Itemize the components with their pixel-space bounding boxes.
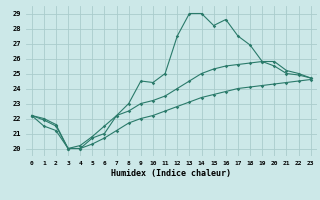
X-axis label: Humidex (Indice chaleur): Humidex (Indice chaleur) bbox=[111, 169, 231, 178]
